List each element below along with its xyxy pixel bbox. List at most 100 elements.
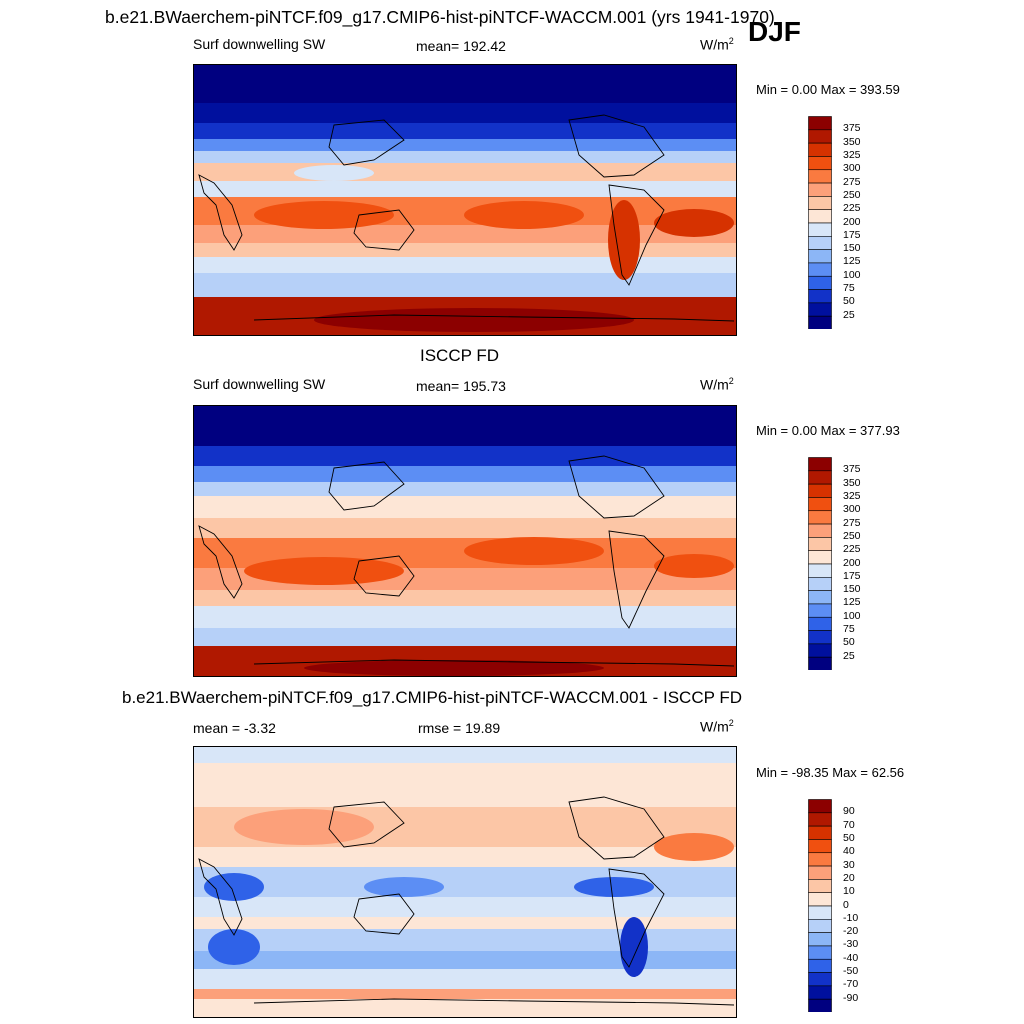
coastline-asia [328, 461, 405, 511]
colorbar-tick-label: 70 [843, 818, 855, 831]
panel3-colorbar [808, 799, 832, 1013]
colorbar-swatch [808, 156, 832, 171]
field-patch [574, 877, 654, 897]
colorbar-tick-label: 175 [843, 569, 861, 582]
field-band [194, 590, 736, 606]
colorbar-swatch [808, 196, 832, 210]
field-patch [314, 308, 634, 332]
colorbar-tick-label: 10 [843, 885, 855, 898]
colorbar-tick-label: -40 [843, 951, 859, 964]
colorbar-tick-label: 200 [843, 215, 861, 228]
figure-title: b.e21.BWaerchem-piNTCF.f09_g17.CMIP6-his… [105, 7, 775, 27]
colorbar-swatch [808, 865, 832, 880]
field-band [194, 518, 736, 538]
field-patch [654, 209, 734, 237]
field-band [194, 243, 736, 257]
field-band [194, 273, 736, 297]
panel2-minmax: Min = 0.00 Max = 377.93 [756, 423, 900, 438]
coastline-north-america [568, 455, 665, 519]
coastline-asia [328, 801, 405, 848]
coastlines [198, 114, 735, 322]
colorbar-tick-label: -50 [843, 965, 859, 978]
colorbar-tick-label: 90 [843, 805, 855, 818]
field-patch [654, 554, 734, 578]
field-patch [464, 201, 584, 229]
coastline-australia [353, 209, 415, 251]
panel1-units: W/m2 [700, 36, 734, 53]
field-band [194, 606, 736, 628]
panel1-colorbar-swatches [808, 116, 832, 330]
colorbar-tick-label: 0 [843, 898, 849, 911]
colorbar-tick-label: 350 [843, 135, 861, 148]
colorbar-tick-label: -90 [843, 991, 859, 1004]
colorbar-tick-label: 25 [843, 308, 855, 321]
colorbar-swatch [808, 457, 832, 472]
colorbar-swatch [808, 643, 832, 658]
field-patch [620, 917, 648, 977]
colorbar-tick-label: 50 [843, 831, 855, 844]
coastline-africa [198, 174, 243, 251]
panel2-colorbar-swatches [808, 457, 832, 671]
colorbar-tick-label: 175 [843, 228, 861, 241]
panel2-colorbar [808, 457, 832, 671]
panel1-mean: mean= 192.42 [416, 38, 506, 54]
panel3-colorbar-swatches [808, 799, 832, 1013]
field-band [194, 867, 736, 897]
colorbar-tick-label: 350 [843, 476, 861, 489]
field-patch [294, 165, 374, 181]
colorbar-tick-label: 150 [843, 242, 861, 255]
colorbar-swatch [808, 302, 832, 317]
colorbar-swatch [808, 315, 832, 330]
colorbar-swatch [808, 182, 832, 197]
panel1-variable: Surf downwelling SW [193, 36, 326, 52]
colorbar-swatch [808, 905, 832, 920]
colorbar-swatch [808, 275, 832, 290]
colorbar-swatch [808, 483, 832, 498]
colorbar-swatch [808, 945, 832, 960]
field-patch [654, 833, 734, 861]
panel1-colorbar [808, 116, 832, 330]
colorbar-swatch [808, 630, 832, 645]
colorbar-swatch [808, 932, 832, 947]
colorbar-swatch [808, 470, 832, 485]
colorbar-swatch [808, 577, 832, 591]
panel3-mean: mean = -3.32 [193, 720, 276, 736]
panel2-map [193, 405, 737, 677]
colorbar-swatch [808, 249, 832, 264]
colorbar-tick-label: 250 [843, 188, 861, 201]
panel3-minmax: Min = -98.35 Max = 62.56 [756, 765, 905, 780]
coastline-australia [353, 555, 415, 597]
field-band [194, 897, 736, 917]
colorbar-tick-label: 325 [843, 148, 861, 161]
field-patch [464, 537, 604, 565]
colorbar-tick-label: 125 [843, 255, 861, 268]
colorbar-swatch [808, 958, 832, 973]
colorbar-swatch [808, 262, 832, 277]
coastline-north-america [568, 796, 665, 860]
coastline-north-america [568, 114, 665, 178]
colorbar-tick-label: 200 [843, 556, 861, 569]
panel1-map [193, 64, 737, 336]
colorbar-swatch [808, 209, 832, 224]
field-patch [608, 200, 640, 280]
colorbar-swatch [808, 616, 832, 631]
panel3-units: W/m2 [700, 718, 734, 735]
field-patch [364, 877, 444, 897]
panel3-rmse: rmse = 19.89 [418, 720, 501, 736]
colorbar-tick-label: 20 [843, 871, 855, 884]
field-band [194, 989, 736, 999]
field-band [194, 65, 736, 103]
field-band [194, 163, 736, 181]
colorbar-tick-label: 250 [843, 529, 861, 542]
coastline-africa [198, 858, 243, 936]
field-band [194, 929, 736, 951]
colorbar-swatch [808, 812, 832, 827]
colorbar-swatch [808, 892, 832, 907]
panel3-map [193, 746, 737, 1018]
colorbar-swatch [808, 563, 832, 578]
colorbar-swatch [808, 116, 832, 131]
season-label: DJF [748, 16, 801, 47]
colorbar-swatch [808, 497, 832, 512]
colorbar-swatch [808, 523, 832, 538]
colorbar-tick-label: 75 [843, 623, 855, 636]
